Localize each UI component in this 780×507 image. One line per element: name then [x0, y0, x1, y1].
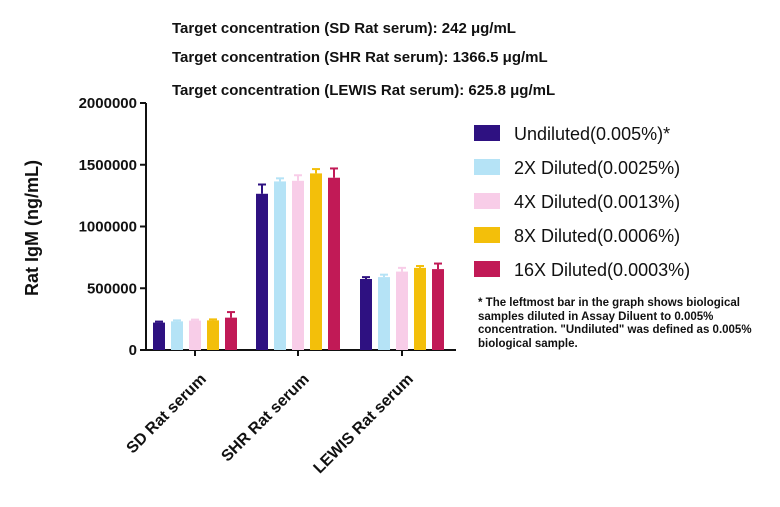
bar [432, 269, 444, 350]
y-tick-label: 500000 [87, 280, 137, 297]
legend-swatch [474, 125, 500, 141]
bar [189, 320, 201, 350]
bar [310, 173, 322, 350]
footnote: * The leftmost bar in the graph shows bi… [478, 297, 752, 350]
legend-label: 2X Diluted(0.0025%) [514, 158, 680, 178]
bar [414, 267, 426, 350]
bar [256, 193, 268, 350]
y-tick-label: 0 [129, 342, 137, 359]
legend-label: 8X Diluted(0.0006%) [514, 226, 680, 246]
y-axis-label: Rat IgM (ng/mL) [22, 160, 42, 296]
bar [360, 278, 372, 350]
bar [292, 180, 304, 350]
x-tick-label: SD Rat serum [124, 371, 210, 457]
bar [153, 322, 165, 350]
legend-swatch [474, 227, 500, 243]
header-line-3: Target concentration (LEWIS Rat serum): … [172, 82, 555, 99]
x-tick-label: SHR Rat serum [218, 371, 312, 465]
x-tick-label: LEWIS Rat serum [311, 371, 417, 477]
y-tick-label: 1000000 [79, 219, 137, 236]
header-line-1: Target concentration (SD Rat serum): 242… [172, 20, 516, 37]
bar [171, 321, 183, 350]
bar [378, 277, 390, 350]
bar [225, 317, 237, 350]
legend-swatch [474, 159, 500, 175]
legend-swatch [474, 261, 500, 277]
bar [396, 271, 408, 350]
legend-label: Undiluted(0.005%)* [514, 124, 670, 144]
legend-label: 16X Diluted(0.0003%) [514, 260, 690, 280]
y-tick-label: 1500000 [79, 157, 137, 174]
y-tick-label: 2000000 [79, 95, 137, 112]
bar [207, 320, 219, 350]
legend-label: 4X Diluted(0.0013%) [514, 192, 680, 212]
header-line-2: Target concentration (SHR Rat serum): 13… [172, 49, 548, 66]
legend-swatch [474, 193, 500, 209]
bar [328, 177, 340, 350]
bar [274, 181, 286, 350]
